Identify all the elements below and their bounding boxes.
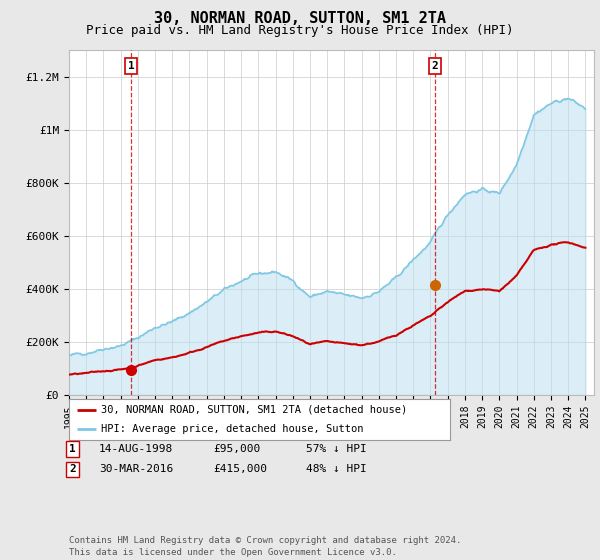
Text: Contains HM Land Registry data © Crown copyright and database right 2024.
This d: Contains HM Land Registry data © Crown c… xyxy=(69,536,461,557)
Text: 1: 1 xyxy=(69,444,76,454)
Text: 14-AUG-1998: 14-AUG-1998 xyxy=(99,444,173,454)
Text: 30, NORMAN ROAD, SUTTON, SM1 2TA: 30, NORMAN ROAD, SUTTON, SM1 2TA xyxy=(154,11,446,26)
Text: 57% ↓ HPI: 57% ↓ HPI xyxy=(306,444,367,454)
Text: £415,000: £415,000 xyxy=(213,464,267,474)
Text: 1: 1 xyxy=(128,61,134,71)
Text: 2: 2 xyxy=(431,61,438,71)
Text: 30, NORMAN ROAD, SUTTON, SM1 2TA (detached house): 30, NORMAN ROAD, SUTTON, SM1 2TA (detach… xyxy=(101,405,407,415)
Text: £95,000: £95,000 xyxy=(213,444,260,454)
Text: 30-MAR-2016: 30-MAR-2016 xyxy=(99,464,173,474)
Text: 2: 2 xyxy=(69,464,76,474)
Text: HPI: Average price, detached house, Sutton: HPI: Average price, detached house, Sutt… xyxy=(101,424,364,434)
Text: 48% ↓ HPI: 48% ↓ HPI xyxy=(306,464,367,474)
Text: Price paid vs. HM Land Registry's House Price Index (HPI): Price paid vs. HM Land Registry's House … xyxy=(86,24,514,36)
